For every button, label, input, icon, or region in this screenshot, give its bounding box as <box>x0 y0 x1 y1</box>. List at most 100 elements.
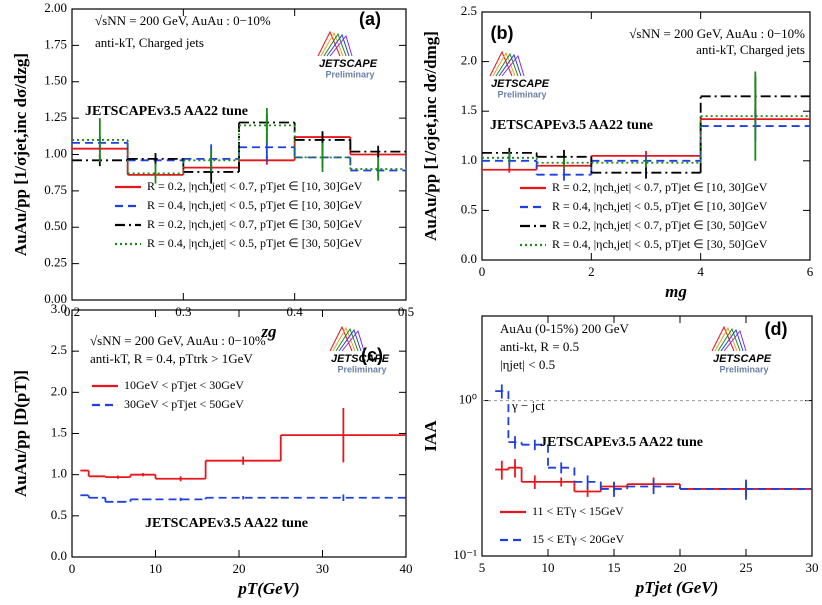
x-tick-label: 15 <box>608 560 621 575</box>
panel-label: (a) <box>359 9 381 29</box>
y-tick-label: 2.5 <box>461 3 477 18</box>
y-tick-label: 2.0 <box>51 383 67 398</box>
y-tick-label: 10⁻¹ <box>453 547 477 562</box>
legend-label: R = 0.2, |ηch,jet| < 0.7, pTjet ∈ [10, 3… <box>147 179 363 193</box>
logo-text: JETSCAPE <box>331 353 390 365</box>
logo-stroke <box>338 328 362 352</box>
logo-subtext: Preliminary <box>337 364 386 374</box>
annotation: √sNN = 200 GeV, AuAu : 0−10% <box>629 26 805 41</box>
panel: 0.2 0.3 0.4 0.50.000.250.500.751.001.251.50… <box>11 0 414 341</box>
logo-stroke <box>720 328 744 352</box>
plot-frame <box>481 11 811 261</box>
x-tick-label: 40 <box>400 561 413 576</box>
annotation: anti-kT, Charged jets <box>95 35 204 50</box>
logo-stroke <box>501 54 525 77</box>
x-tick-label: 6 <box>807 264 814 279</box>
x-axis-label: pTjet (GeV) <box>634 578 719 597</box>
y-tick-label: 0.5 <box>51 507 67 522</box>
legend-label: R = 0.2, |ηch,jet| < 0.7, pTjet ∈ [30, 5… <box>552 218 768 232</box>
legend-label: R = 0.2, |ηch,jet| < 0.7, pTjet ∈ [10, 3… <box>552 180 768 194</box>
annotation: anti-kT, R = 0.4, pTtrk > 1GeV <box>90 351 253 366</box>
logo-stroke <box>323 32 347 57</box>
y-tick-label: 0.75 <box>44 182 67 197</box>
legend-label: R = 0.4, |ηch,jet| < 0.5, pTjet ∈ [30, 5… <box>147 236 363 250</box>
annotation: |ηjet| < 0.5 <box>500 357 555 372</box>
logo-stroke <box>329 34 353 57</box>
logo-stroke <box>495 52 519 77</box>
logo-stroke <box>320 31 344 57</box>
logo-stroke <box>492 51 516 77</box>
y-tick-label: 2.5 <box>51 342 67 357</box>
panel: 0 10 20 30 40 0.0 0.5 1.0 1.5 2.0 2.5 3.0 pT(GeV) AuA… <box>11 301 413 598</box>
y-tick-label: 1.00 <box>44 145 67 160</box>
logo-text: JETSCAPE <box>491 78 550 90</box>
annotation: JETSCAPEv3.5 AA22 tune <box>145 516 308 531</box>
x-tick-label: 20 <box>674 560 687 575</box>
legend-label: 30GeV < pTjet < 50GeV <box>124 397 244 411</box>
y-tick-label: 1.5 <box>461 102 477 117</box>
y-tick-label: 1.5 <box>51 424 67 439</box>
logo-subtext: Preliminary <box>325 69 374 79</box>
y-tick-label: 0.5 <box>461 201 477 216</box>
legend-label: R = 0.4, |ηch,jet| < 0.5, pTjet ∈ [10, 3… <box>147 198 363 212</box>
y-axis-label: IAA <box>421 420 440 452</box>
legend-label: 11 < ETγ < 15GeV <box>532 504 624 518</box>
x-tick-label: 20 <box>233 561 246 576</box>
x-tick-label: 0.4 <box>287 304 304 319</box>
y-axis-label: AuAu/pp [D(pT)] <box>11 370 30 497</box>
logo-stroke <box>717 327 741 352</box>
y-tick-label: 1.0 <box>461 152 477 167</box>
annotation: √sNN = 200 GeV, AuAu : 0−10% <box>95 13 271 28</box>
logo-stroke <box>326 33 350 57</box>
legend-label: R = 0.2, |ηch,jet| < 0.7, pTjet ∈ [30, 5… <box>147 217 363 231</box>
legend-label: 10GeV < pTjet < 30GeV <box>124 378 244 392</box>
panel-label: (c) <box>361 345 383 365</box>
legend-label: 15 < ETγ < 20GeV <box>532 532 624 546</box>
legend-label: R = 0.4, |ηch,jet| < 0.5, pTjet ∈ [10, 3… <box>552 199 768 213</box>
annotation: JETSCAPEv3.5 AA22 tune <box>85 104 248 119</box>
logo-stroke <box>341 329 365 352</box>
y-tick-label: 0.0 <box>51 548 67 563</box>
logo-stroke <box>714 326 738 352</box>
x-tick-label: 25 <box>740 560 753 575</box>
y-tick-label: 0.50 <box>44 218 67 233</box>
y-tick-label: 1.0 <box>51 466 67 481</box>
y-tick-label: 2.00 <box>44 0 67 15</box>
panel-label: (b) <box>491 23 514 43</box>
y-tick-label: 0.00 <box>44 291 67 306</box>
annotation: JETSCAPEv3.5 AA22 tune <box>490 118 653 133</box>
y-tick-label: 1.75 <box>44 36 67 51</box>
x-tick-label: 0 <box>479 264 486 279</box>
x-axis-label: mg <box>665 282 687 301</box>
logo-stroke <box>332 326 356 352</box>
annotation: anti-kt, R = 0.5 <box>500 339 579 354</box>
legend-label: R = 0.4, |ηch,jet| < 0.5, pTjet ∈ [30, 5… <box>552 237 768 251</box>
x-tick-label: 4 <box>697 264 704 279</box>
x-axis-label: pT(GeV) <box>236 579 299 598</box>
panel: 0 2 4 6 0.0 0.5 1.0 1.5 2.0 2.5 mg AuAu/pp [1/σjet,… <box>421 3 814 301</box>
annotation: γ − jct <box>511 398 545 413</box>
annotation: √sNN = 200 GeV, AuAu : 0−10% <box>90 333 266 348</box>
y-tick-label: 0.25 <box>44 255 67 270</box>
y-tick-label: 1.25 <box>44 109 67 124</box>
x-tick-label: 0 <box>69 561 76 576</box>
logo-stroke <box>335 327 359 352</box>
logo-text: JETSCAPE <box>319 58 378 70</box>
x-axis-label: zg <box>260 322 277 341</box>
x-tick-label: 0.3 <box>175 304 191 319</box>
x-tick-label: 30 <box>806 560 819 575</box>
logo-stroke <box>723 329 747 352</box>
y-tick-label: 10⁰ <box>459 392 477 407</box>
panel-label: (d) <box>765 319 788 339</box>
y-tick-label: 2.0 <box>461 53 477 68</box>
x-tick-label: 2 <box>588 264 595 279</box>
logo-subtext: Preliminary <box>497 89 546 99</box>
y-tick-label: 3.0 <box>51 301 67 316</box>
plot-frame <box>481 315 813 557</box>
panel: 5 10 15 20 25 30 10⁻¹ 10⁰ pTjet (GeV) IAA 11 < ETγ… <box>421 315 819 597</box>
y-tick-label: 1.50 <box>44 73 67 88</box>
y-axis-label: AuAu/pp [1/σjet,inc dσ/dzg] <box>11 53 30 256</box>
logo-stroke <box>498 53 522 77</box>
x-tick-label: 5 <box>479 560 486 575</box>
